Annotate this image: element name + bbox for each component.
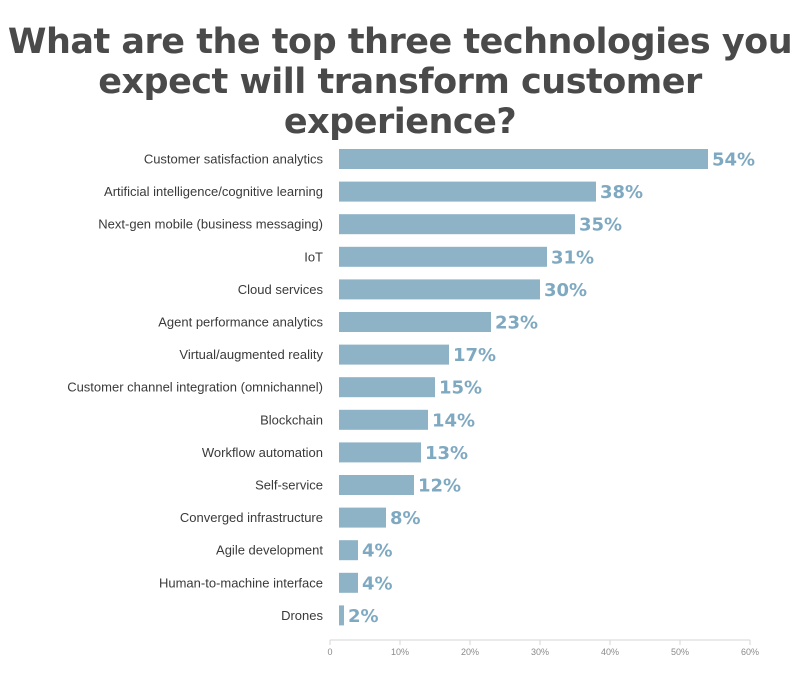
category-label: Customer channel integration (omnichanne… [67, 380, 323, 395]
chart-title: What are the top three technologies you … [0, 22, 800, 142]
value-label: 2% [348, 606, 379, 627]
chart-title-line-1: What are the top three technologies you [7, 22, 793, 62]
chart-title-line-2: expect will transform customer experienc… [98, 62, 702, 142]
category-label: Cloud services [238, 282, 324, 297]
value-label: 54% [712, 150, 755, 171]
bar [339, 344, 449, 365]
value-label: 23% [495, 313, 538, 334]
value-label: 17% [453, 345, 496, 366]
category-label: Agent performance analytics [158, 315, 323, 330]
value-label: 4% [362, 541, 393, 562]
value-label: 8% [390, 508, 421, 529]
category-label: Customer satisfaction analytics [144, 152, 324, 167]
bar [339, 149, 708, 169]
bar [339, 507, 386, 528]
x-tick-label: 50% [671, 647, 689, 657]
category-label: Self-service [255, 478, 323, 493]
x-tick-label: 60% [741, 647, 759, 657]
value-label: 35% [579, 215, 622, 236]
bar [339, 475, 414, 495]
bar [339, 377, 435, 398]
value-label: 4% [362, 573, 393, 594]
category-label: Next-gen mobile (business messaging) [98, 217, 323, 232]
category-label: Converged infrastructure [180, 510, 323, 525]
category-label: Artificial intelligence/cognitive learni… [104, 184, 323, 199]
x-tick-label: 10% [391, 647, 409, 657]
bar [339, 572, 358, 593]
bar [339, 540, 358, 561]
x-tick-label: 30% [531, 647, 549, 657]
value-label: 30% [544, 280, 587, 301]
bar [339, 312, 491, 332]
value-label: 13% [425, 443, 468, 464]
category-label: IoT [304, 249, 323, 264]
value-label: 12% [418, 476, 461, 497]
x-tick-label: 40% [601, 647, 619, 657]
value-label: 38% [600, 182, 643, 203]
bar [339, 605, 344, 626]
x-tick-label: 0 [327, 647, 332, 657]
category-label: Agile development [216, 543, 323, 558]
value-label: 31% [551, 247, 594, 268]
x-tick-label: 20% [461, 647, 479, 657]
bar [339, 246, 547, 267]
value-label: 14% [432, 410, 475, 431]
bar [339, 181, 596, 202]
bar [339, 214, 575, 235]
category-label: Blockchain [260, 412, 323, 427]
bar [339, 409, 428, 430]
bar [339, 442, 421, 463]
category-label: Virtual/augmented reality [179, 347, 323, 362]
category-label: Drones [281, 608, 323, 623]
category-label: Workflow automation [202, 445, 323, 460]
bar [339, 279, 540, 300]
category-label: Human-to-machine interface [159, 575, 323, 590]
value-label: 15% [439, 378, 482, 399]
